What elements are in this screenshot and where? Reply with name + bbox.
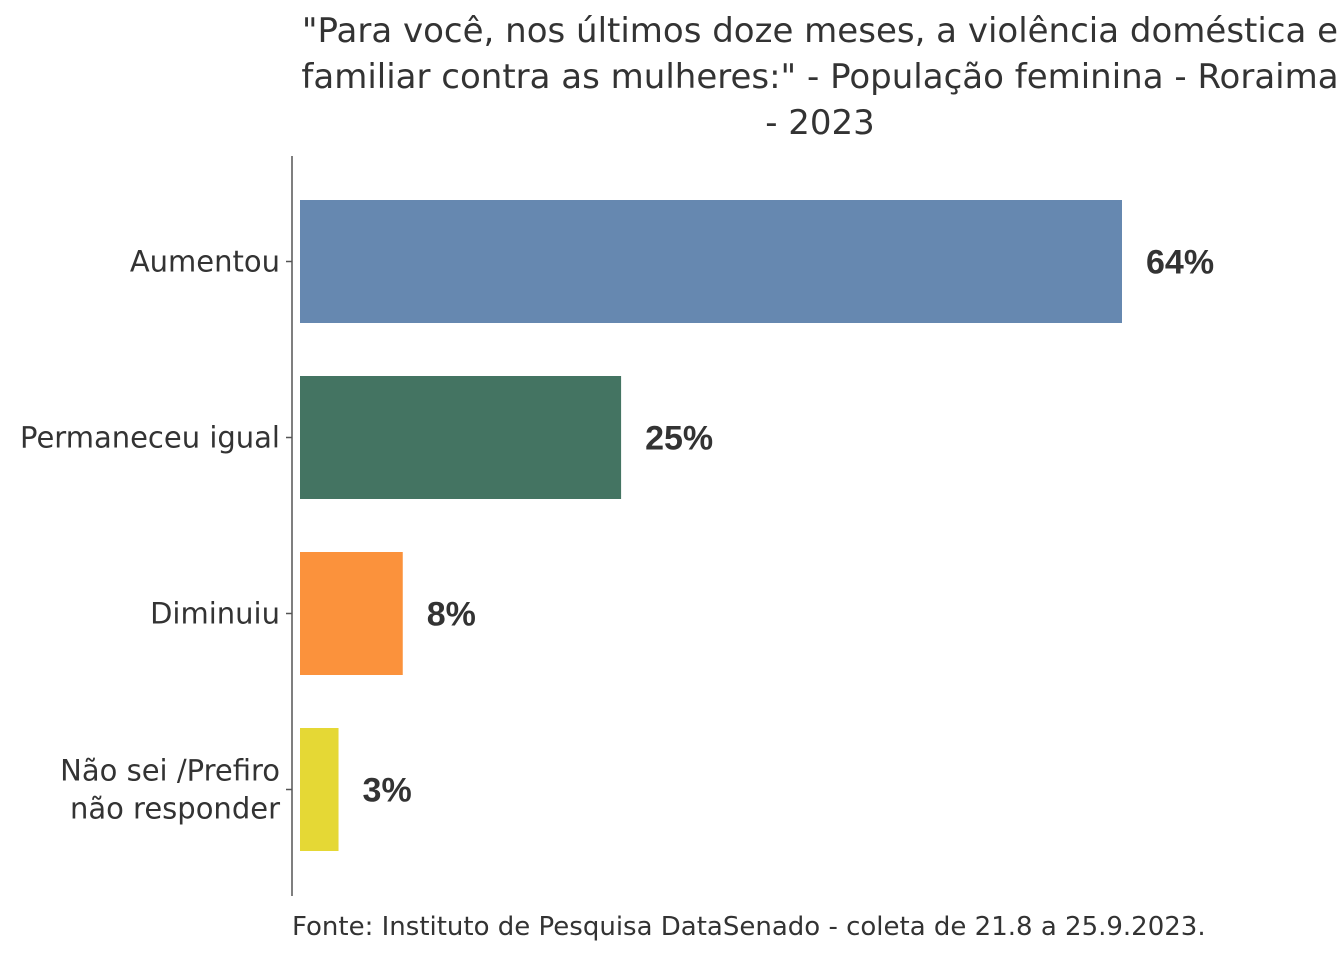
- category-label-3-1: não responder: [70, 792, 280, 826]
- bar-1: [300, 376, 622, 499]
- bar-2: [300, 552, 403, 675]
- category-label-1-0: Permaneceu igual: [20, 421, 280, 455]
- value-label-1: 25%: [645, 420, 713, 458]
- bars-group: Aumentou 64% Permaneceu igual 25% Diminuiu 8%…: [20, 200, 1214, 851]
- value-label-3: 3%: [363, 772, 412, 810]
- value-label-0: 64%: [1146, 244, 1214, 282]
- value-label-2: 8%: [427, 596, 476, 634]
- chart-title-line-3: - 2023: [765, 103, 875, 143]
- bar-0: [300, 200, 1122, 323]
- chart-title: "Para você, nos últimos doze meses, a vi…: [260, 8, 1344, 146]
- chart-title-line-2: familiar contra as mulheres:" - Populaçã…: [301, 57, 1339, 97]
- source-note: Fonte: Instituto de Pesquisa DataSenado …: [292, 912, 1206, 942]
- chart-title-line-1: "Para você, nos últimos doze meses, a vi…: [301, 11, 1339, 51]
- category-label-0-0: Aumentou: [130, 245, 280, 279]
- category-label-2-0: Diminuiu: [150, 597, 280, 631]
- category-label-3-0: Não sei /Prefiro: [60, 754, 280, 788]
- bar-3: [300, 728, 339, 851]
